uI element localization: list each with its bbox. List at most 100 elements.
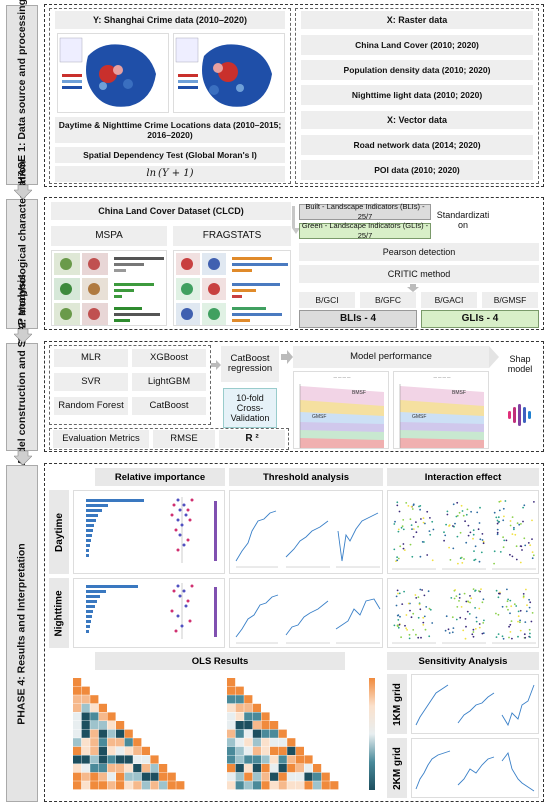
heatmap-cell — [141, 755, 150, 764]
model-3: LightGBM — [132, 373, 206, 391]
relative-importance-header: Relative importance — [95, 468, 225, 486]
heatmap-cell — [244, 738, 253, 747]
interaction-point — [482, 542, 485, 545]
interaction-point — [528, 606, 531, 609]
interaction-point — [453, 597, 456, 600]
heatmap-cell — [73, 738, 82, 747]
interaction-point — [399, 545, 402, 548]
x-vector-title: X: Vector data — [301, 111, 533, 129]
bli-box: Built - Landscape Indicators (BLIs) - 25… — [299, 202, 431, 221]
model-4: Random Forest — [54, 397, 128, 415]
interaction-point — [455, 618, 458, 621]
interaction-point — [478, 626, 481, 629]
interaction-point — [498, 500, 501, 503]
interaction-point — [529, 636, 531, 638]
interaction-point — [429, 608, 432, 611]
interaction-point — [531, 612, 534, 614]
interaction-point — [511, 637, 513, 640]
heatmap-cell — [252, 721, 261, 730]
heatmap-cell — [235, 729, 244, 738]
eval-metrics-box: Evaluation Metrics — [53, 430, 149, 448]
heatmap-cell — [304, 772, 313, 781]
raster-item-0: China Land Cover (2010; 2020) — [301, 35, 533, 55]
interaction-point — [472, 529, 475, 532]
interaction-point — [401, 603, 404, 605]
phase-arrow-2 — [14, 329, 32, 343]
ols-heatmap — [51, 674, 383, 798]
interaction-point — [509, 612, 511, 615]
heatmap-cell — [235, 772, 244, 781]
interaction-point — [482, 622, 485, 624]
interaction-point — [482, 540, 485, 543]
interaction-point — [443, 531, 445, 534]
heatmap-cell — [81, 772, 90, 781]
interaction-point — [497, 516, 500, 519]
heatmap-cell — [98, 781, 107, 790]
pearson-box: Pearson detection — [299, 243, 539, 261]
interaction-point — [529, 601, 532, 604]
interaction-point — [412, 536, 415, 538]
heatmap-cell — [235, 712, 244, 721]
interaction-point — [495, 589, 498, 592]
heatmap-cell — [295, 772, 304, 781]
interaction-point — [398, 623, 401, 626]
interaction-point — [431, 559, 434, 562]
threshold-header: Threshold analysis — [229, 468, 383, 486]
interaction-point — [444, 629, 447, 632]
interaction-point — [467, 534, 470, 537]
interaction-point — [452, 547, 455, 550]
interaction-point — [497, 633, 500, 635]
interaction-point — [403, 549, 406, 551]
heatmap-cell — [150, 764, 159, 773]
heatmap-cell — [124, 738, 133, 747]
heatmap-cell — [141, 746, 150, 755]
interaction-point — [533, 501, 535, 503]
interaction-point — [465, 625, 467, 628]
interaction-point — [417, 525, 419, 528]
heatmap-cell — [116, 755, 125, 764]
interaction-point — [452, 525, 454, 527]
interaction-point — [482, 598, 485, 601]
interaction-point — [400, 636, 402, 639]
interaction-point — [422, 621, 425, 624]
interaction-point — [393, 548, 396, 551]
interaction-point — [431, 520, 434, 523]
interaction-point — [481, 601, 484, 604]
interaction-point — [419, 555, 422, 558]
interaction-point — [393, 523, 396, 525]
perf-left-label-bmsf: BMSF — [352, 390, 366, 396]
log-transform-box: ln (Y + 1) — [55, 166, 285, 182]
heatmap-cell — [116, 721, 125, 730]
interaction-point — [480, 588, 482, 590]
interaction-point — [396, 504, 399, 507]
interaction-point — [397, 530, 400, 533]
phase2-panel: China Land Cover Dataset (CLCD) MSPA FRA… — [44, 197, 544, 330]
heatmap-cell — [73, 678, 82, 687]
heatmap-cell — [81, 712, 90, 721]
interaction-point — [449, 559, 452, 561]
heatmap-cell — [141, 772, 150, 781]
heatmap-cell — [235, 721, 244, 730]
interaction-point — [396, 556, 398, 559]
heatmap-cell — [330, 781, 339, 790]
heatmap-cell — [124, 746, 133, 755]
model-0: MLR — [54, 349, 128, 367]
interaction-point — [428, 530, 431, 532]
interaction-point — [456, 501, 459, 504]
interaction-point — [396, 559, 399, 562]
interaction-point — [510, 605, 513, 608]
interaction-point — [424, 628, 427, 631]
heatmap-cell — [73, 686, 82, 695]
interaction-point — [505, 605, 508, 608]
interaction-point — [475, 620, 478, 623]
interaction-point — [469, 595, 471, 597]
interaction-point — [459, 616, 462, 619]
threshold-chart-day — [229, 490, 383, 574]
interaction-point — [497, 596, 500, 599]
interaction-point — [511, 516, 514, 518]
heatmap-cell — [124, 729, 133, 738]
interaction-point — [402, 543, 405, 545]
interaction-point — [480, 551, 483, 554]
interaction-point — [493, 562, 495, 565]
interaction-point — [465, 600, 468, 603]
